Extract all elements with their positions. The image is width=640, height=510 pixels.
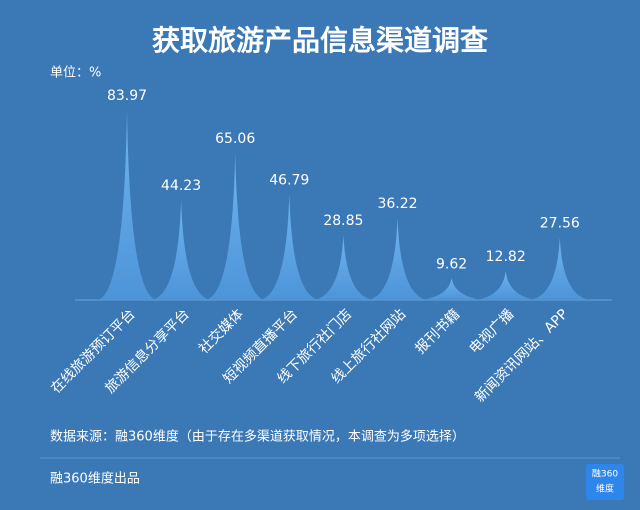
spike (475, 271, 536, 300)
logo-text: 维度 (596, 483, 614, 495)
value-label: 9.62 (436, 256, 467, 272)
value-label: 12.82 (486, 249, 526, 265)
spike (421, 278, 482, 300)
logo-text: 融360 (592, 469, 618, 480)
value-label: 83.97 (107, 88, 147, 104)
value-label: 27.56 (540, 216, 580, 232)
unit-label: 单位：% (50, 66, 101, 81)
value-label: 28.85 (323, 213, 363, 229)
spike (259, 194, 320, 300)
spike (205, 152, 266, 300)
spike (313, 234, 374, 300)
value-label: 65.06 (215, 131, 255, 147)
footer: 融360维度出品 (50, 471, 140, 487)
chart-title: 获取旅游产品信息渠道调查 (152, 24, 488, 57)
spike (367, 218, 428, 300)
logo-box (586, 464, 624, 500)
spike (529, 237, 590, 300)
spike (97, 110, 157, 300)
source-note: 数据来源：融360维度（由于存在多渠道获取情况，本调查为多项选择） (50, 429, 465, 445)
spike (151, 200, 212, 300)
value-label: 36.22 (377, 196, 417, 212)
value-label: 46.79 (269, 172, 309, 188)
value-label: 44.23 (161, 178, 201, 194)
